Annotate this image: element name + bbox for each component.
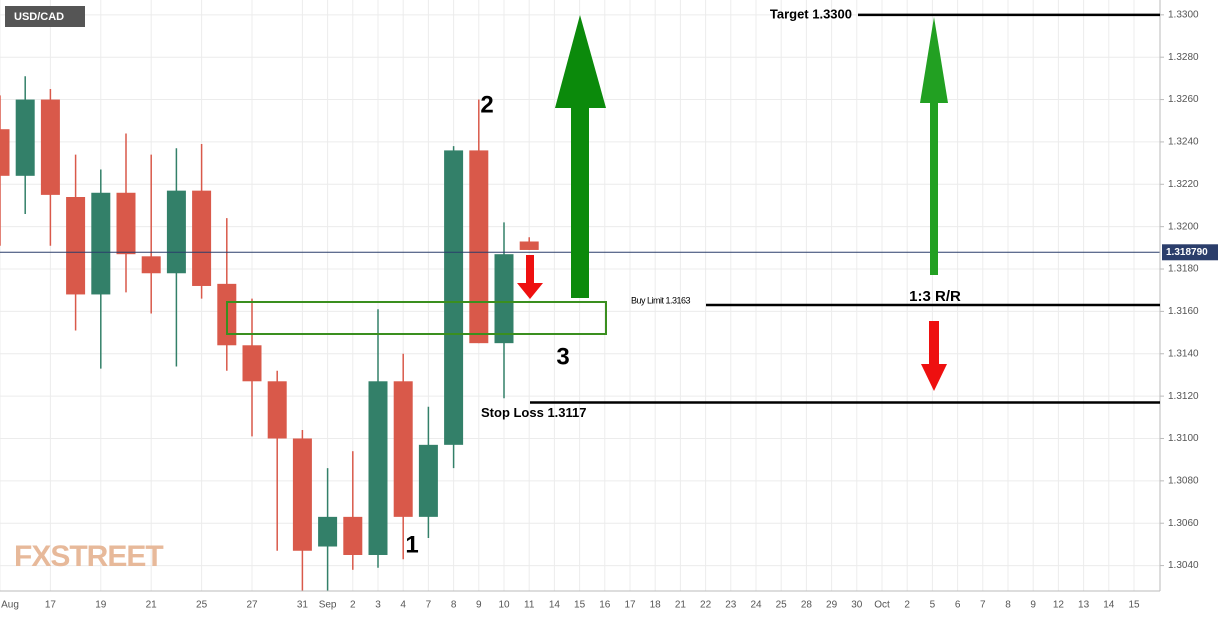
arrow-up-left [555,15,606,298]
x-tick-label: Oct [874,600,890,611]
x-tick-label: 2 [350,600,356,611]
last-price-label: 1.318790 [1166,247,1208,258]
arrow-down-small [517,255,543,299]
y-tick-label: 1.3180 [1168,264,1199,275]
annotation: 3 [556,343,569,370]
x-tick-label: 3 [375,600,381,611]
watermark: FXSTREET [14,540,163,573]
level-label: Buy Limit 1.3163 [631,295,691,305]
x-tick-label: 23 [725,600,737,611]
symbol: USD/CAD [14,11,64,23]
x-tick-label: 29 [826,600,838,611]
x-tick-label: 6 [955,600,961,611]
candle-body [141,256,161,274]
candle-body [116,192,136,255]
x-tick-label: 10 [498,600,510,611]
candle-body [368,381,388,555]
y-tick-label: 1.3280 [1168,52,1199,63]
x-tick-label: 18 [650,600,662,611]
candle-body [0,129,10,176]
candle-body [469,150,489,344]
symbol-badge [5,6,85,27]
y-tick-label: 1.3120 [1168,391,1199,402]
x-tick-label: Aug [1,600,19,611]
annotation: 1:3 R/R [909,288,961,305]
x-tick-label: 17 [45,600,57,611]
candle-body [444,150,464,445]
y-tick-label: 1.3300 [1168,9,1199,20]
y-tick-label: 1.3140 [1168,348,1199,359]
annotation: 1 [405,531,418,558]
candle-body [292,438,312,551]
y-tick-label: 1.3060 [1168,518,1199,529]
candle-body [343,516,363,555]
last-price-badge [1162,244,1218,261]
candle-body [40,99,60,195]
x-tick-label: 8 [1005,600,1011,611]
x-tick-label: 7 [980,600,986,611]
x-tick-label: 27 [246,600,258,611]
x-tick-label: 22 [700,600,712,611]
y-tick-label: 1.3160 [1168,306,1199,317]
x-tick-label: 25 [776,600,788,611]
x-tick-label: 14 [1103,600,1115,611]
candle-body [66,197,86,295]
x-tick-label: 25 [196,600,208,611]
x-tick-label: 9 [476,600,482,611]
y-tick-label: 1.3260 [1168,94,1199,105]
candle-body [494,254,514,344]
y-tick-label: 1.3240 [1168,137,1199,148]
candle-body [91,192,111,295]
x-tick-label: 13 [1078,600,1090,611]
x-tick-label: 9 [1030,600,1036,611]
candle-body [15,99,35,176]
candle-body [166,190,186,274]
arrow-down-right [921,321,947,391]
level-label: Stop Loss 1.3117 [481,405,587,420]
y-tick-label: 1.3100 [1168,433,1199,444]
x-tick-label: 16 [599,600,611,611]
candle-body [418,444,438,517]
candle-body [519,241,539,250]
plot-area [0,76,1160,591]
x-tick-label: 17 [624,600,636,611]
y-tick-label: 1.3040 [1168,560,1199,571]
zone-box [226,301,607,335]
x-tick-label: 24 [750,600,762,611]
candle-body [318,516,338,547]
x-tick-label: 30 [851,600,863,611]
x-tick-label: 4 [400,600,406,611]
x-tick-label: 8 [451,600,457,611]
x-tick-label: 21 [675,600,687,611]
x-tick-label: 15 [1128,600,1140,611]
x-tick-label: 7 [426,600,432,611]
x-tick-label: Sep [319,600,337,611]
x-tick-label: 2 [904,600,910,611]
candle-body [267,381,287,439]
candle-body [192,190,212,286]
arrow-up-right [920,17,948,275]
y-tick-label: 1.3080 [1168,475,1199,486]
y-tick-label: 1.3220 [1168,179,1199,190]
candle-body [242,345,262,382]
x-tick-label: 11 [524,600,535,611]
level-label: Target 1.3300 [770,6,852,21]
x-tick-label: 5 [930,600,936,611]
x-tick-label: 12 [1053,600,1065,611]
candle-body [393,381,413,517]
y-tick-label: 1.3200 [1168,221,1199,232]
x-tick-label: 31 [297,600,309,611]
x-tick-label: 28 [801,600,813,611]
x-tick-label: 14 [549,600,561,611]
x-tick-label: 15 [574,600,586,611]
x-tick-label: 19 [95,600,107,611]
annotation: 2 [480,91,493,118]
x-tick-label: 21 [146,600,158,611]
